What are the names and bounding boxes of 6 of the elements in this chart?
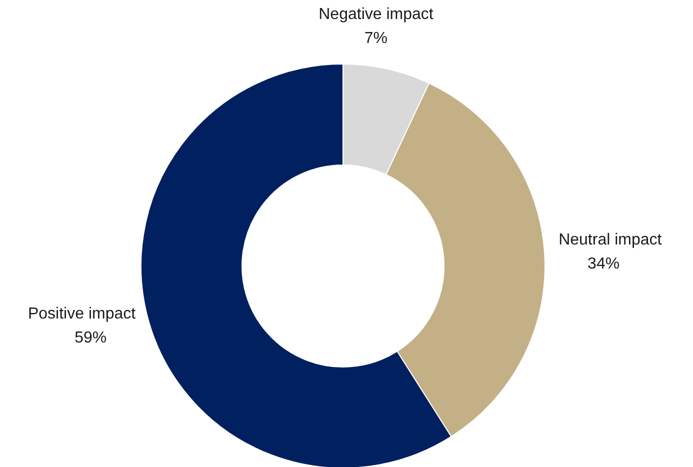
data-label: 7%	[364, 30, 388, 48]
data-label: 59%	[74, 329, 107, 346]
slice-label: Neutral impact	[558, 231, 662, 248]
data-label: 34%	[588, 255, 620, 272]
slice-label: Negative impact	[318, 6, 434, 24]
slice-label: Positive impact	[28, 305, 136, 322]
